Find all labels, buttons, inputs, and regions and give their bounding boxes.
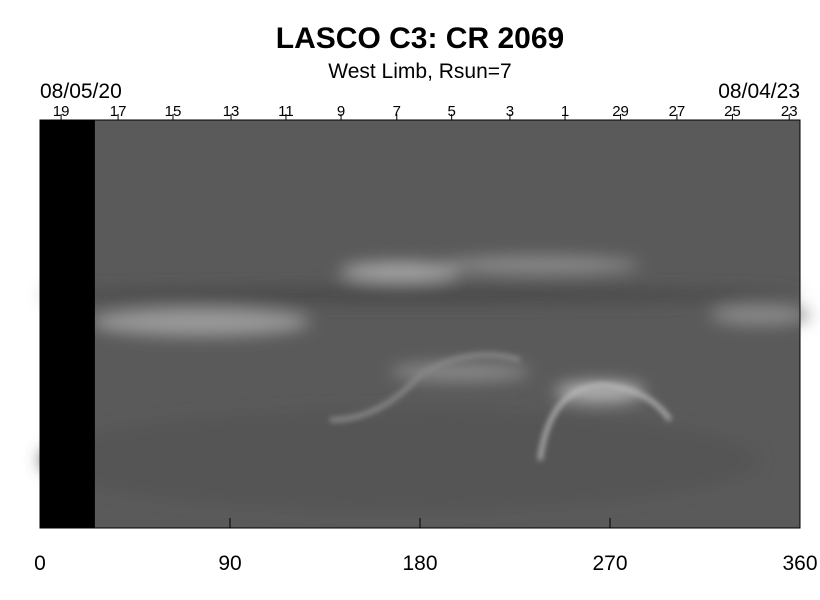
day-tick-label: 17	[110, 103, 127, 120]
image-features	[40, 256, 810, 510]
image-streaks	[329, 352, 672, 461]
day-tick-label: 29	[612, 103, 629, 120]
day-tick-label: 19	[53, 103, 70, 120]
day-tick-label: 5	[447, 103, 455, 120]
day-tick-label: 7	[393, 103, 401, 120]
day-tick-label: 27	[669, 103, 686, 120]
synoptic-image	[40, 120, 810, 528]
start-date: 08/05/20	[40, 80, 122, 103]
day-tick-label: 25	[724, 103, 741, 120]
day-tick-label: 9	[337, 103, 345, 120]
day-tick-label: 11	[278, 103, 294, 120]
end-date: 08/04/23	[718, 80, 800, 103]
day-tick-label: 1	[561, 103, 569, 120]
x-tick-label: 180	[402, 552, 437, 575]
day-tick-label: 13	[223, 103, 240, 120]
no-data-region	[40, 120, 95, 528]
chart-title: LASCO C3: CR 2069	[276, 22, 564, 55]
day-tick-label: 15	[165, 103, 182, 120]
x-tick-label: 90	[218, 552, 241, 575]
day-tick-label: 23	[781, 103, 798, 120]
x-tick-label: 270	[592, 552, 627, 575]
chart-subtitle: West Limb, Rsun=7	[328, 60, 511, 83]
day-tick-label: 3	[506, 103, 514, 120]
x-tick-label: 0	[34, 552, 46, 575]
x-tick-label: 360	[782, 552, 817, 575]
